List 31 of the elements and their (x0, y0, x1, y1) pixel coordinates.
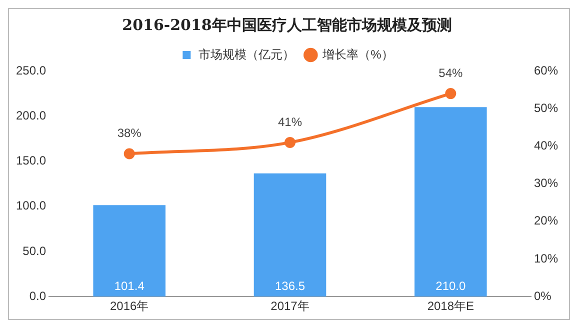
x-tick-label: 2018年E (427, 299, 474, 314)
y2-tick-label: 30% (534, 176, 558, 190)
data-label: 101.4 (114, 278, 145, 293)
point (284, 136, 296, 148)
x-tick-label: 2016年 (110, 299, 149, 314)
data-label: 38% (117, 126, 142, 140)
y-tick-label: 50.0 (22, 244, 46, 258)
data-label: 41% (278, 114, 302, 129)
y2-tick-label: 0% (534, 288, 552, 303)
point (445, 88, 456, 100)
x-tick-label: 2017年 (270, 299, 310, 314)
y-tick-label: 0.0 (29, 288, 46, 303)
y-tick-label: 200.0 (16, 108, 46, 122)
y2-tick-label: 20% (534, 214, 558, 228)
y-tick-label: 150.0 (16, 154, 46, 168)
y-tick-label: 100.0 (16, 198, 46, 213)
chart-title: 2016-2018年中国医疗人工智能市场规模及预测 (122, 16, 452, 34)
legend-label: 市场规模（亿元） (198, 47, 295, 62)
y2-tick-label: 10% (534, 251, 558, 266)
y2-tick-label: 50% (534, 100, 558, 115)
y-tick-label: 250.0 (16, 63, 46, 78)
data-label: 210.0 (436, 278, 466, 293)
bar (254, 173, 326, 297)
bar (93, 205, 166, 297)
point (124, 148, 135, 160)
y2-tick-label: 60% (534, 63, 558, 78)
data-label: 136.5 (274, 278, 306, 293)
bar (414, 107, 487, 297)
legend-label: 增长率（%） (322, 47, 394, 62)
data-label: 54% (438, 66, 463, 80)
y2-tick-label: 40% (534, 138, 558, 153)
